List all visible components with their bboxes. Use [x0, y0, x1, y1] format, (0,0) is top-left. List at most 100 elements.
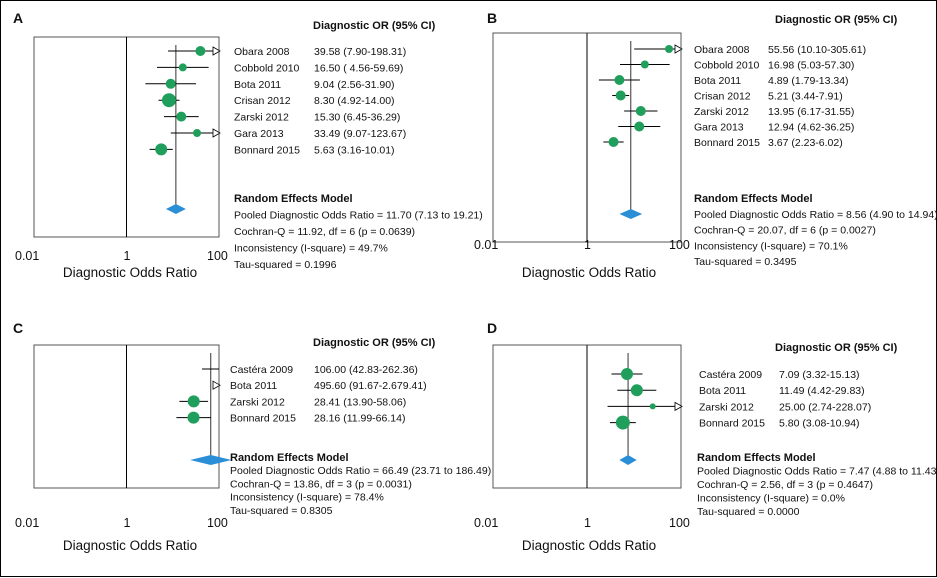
study-point: [615, 90, 626, 101]
study-name: Zarski 2012: [230, 396, 285, 408]
study-point: [176, 111, 187, 122]
study-name: Bota 2011: [234, 79, 281, 91]
study-or-ci: 16.98 (5.03-57.30): [768, 60, 854, 72]
study-name: Bonnard 2015: [694, 137, 760, 149]
x-tick-label: 0.01: [474, 516, 498, 530]
study-or-ci: 8.30 (4.92-14.00): [314, 95, 395, 107]
study-point: [620, 368, 633, 380]
x-tick-label: 1: [584, 516, 591, 530]
study-name: Bonnard 2015: [234, 144, 300, 156]
study-or-ci: 5.80 (3.08-10.94): [779, 418, 860, 430]
forest-panel-d: D Diagnostic OR (95% CI) Castéra 2009 7.09 …: [474, 320, 937, 553]
x-axis-label: Diagnostic Odds Ratio: [63, 538, 197, 553]
study-name: Bonnard 2015: [230, 413, 296, 425]
summary-tau: Tau-squared = 0.0000: [697, 506, 800, 518]
study-name: Obara 2008: [694, 44, 750, 56]
summary-cochran: Cochran-Q = 13.86, df = 3 (p = 0.0031): [230, 478, 412, 490]
study-or-ci: 16.50 ( 4.56-59.69): [314, 62, 403, 74]
study-or-ci: 28.41 (13.90-58.06): [314, 396, 406, 408]
summary-inconsistency: Inconsistency (I-square) = 78.4%: [230, 492, 384, 504]
study-or-ci: 5.21 (3.44-7.91): [768, 91, 843, 103]
panel-letter: B: [487, 10, 497, 26]
study-or-ci: 4.89 (1.79-13.34): [768, 75, 849, 87]
x-tick-label: 100: [207, 249, 228, 263]
x-tick-label: 0.01: [15, 249, 39, 263]
summary-tau: Tau-squared = 0.3495: [694, 256, 797, 268]
study-point: [649, 403, 656, 410]
study-name: Bota 2011: [694, 75, 741, 87]
study-or-ci: 7.09 (3.32-15.13): [779, 369, 860, 381]
summary-tau: Tau-squared = 0.1996: [234, 259, 337, 271]
study-name: Zarski 2012: [234, 112, 289, 124]
study-name: Zarski 2012: [699, 401, 754, 413]
study-point: [187, 411, 200, 424]
study-name: Bota 2011: [230, 380, 277, 392]
study-point: [634, 121, 645, 132]
study-point: [635, 106, 646, 116]
summary-inconsistency: Inconsistency (I-square) = 0.0%: [697, 493, 845, 505]
study-name: Bota 2011: [699, 385, 746, 397]
study-or-ci: 33.49 (9.07-123.67): [314, 128, 406, 140]
x-tick-label: 0.01: [474, 238, 498, 252]
study-point: [614, 75, 625, 85]
study-name: Cobbold 2010: [234, 62, 300, 74]
x-tick-label: 100: [669, 516, 690, 530]
summary-inconsistency: Inconsistency (I-square) = 49.7%: [234, 243, 388, 255]
study-or-ci: 15.30 (6.45-36.29): [314, 112, 400, 124]
study-or-ci: 495.60 (91.67-2.679.41): [314, 380, 427, 392]
x-tick-label: 0.01: [15, 516, 39, 530]
study-point: [155, 143, 168, 156]
x-axis-label: Diagnostic Odds Ratio: [522, 265, 656, 280]
panel-letter: A: [13, 10, 23, 26]
study-name: Castéra 2009: [699, 369, 762, 381]
study-or-ci: 106.00 (42.83-262.36): [314, 364, 418, 376]
pooled-diamond: [165, 204, 186, 214]
forest-panel-b: B Diagnostic OR (95% CI) Obara 2008 55.56 (…: [474, 10, 937, 280]
study-or-ci: 9.04 (2.56-31.90): [314, 79, 395, 91]
summary-title: Random Effects Model: [230, 452, 349, 464]
study-or-ci: 11.49 (4.42-29.83): [779, 385, 865, 397]
ci-arrow: [212, 380, 221, 390]
summary-pooled: Pooled Diagnostic Odds Ratio = 11.70 (7.…: [234, 210, 483, 222]
x-axis-label: Diagnostic Odds Ratio: [63, 265, 197, 280]
pooled-diamond: [619, 455, 637, 465]
panel-letter: D: [487, 320, 497, 336]
summary-title: Random Effects Model: [234, 193, 353, 205]
study-name: Gara 2013: [694, 122, 744, 134]
study-point: [615, 415, 630, 430]
summary-tau: Tau-squared = 0.8305: [230, 505, 333, 517]
pooled-diamond: [190, 455, 232, 465]
study-name: Crisan 2012: [694, 91, 751, 103]
study-or-ci: 25.00 (2.74-228.07): [779, 401, 871, 413]
summary-cochran: Cochran-Q = 11.92, df = 6 (p = 0.0639): [234, 226, 415, 238]
summary-title: Random Effects Model: [697, 452, 816, 464]
study-point: [165, 78, 176, 89]
summary-title: Random Effects Model: [694, 193, 813, 205]
x-tick-label: 1: [124, 516, 131, 530]
study-name: Crisan 2012: [234, 95, 291, 107]
x-axis-label: Diagnostic Odds Ratio: [522, 538, 656, 553]
summary-pooled: Pooled Diagnostic Odds Ratio = 8.56 (4.9…: [694, 209, 937, 221]
summary-cochran: Cochran-Q = 2.56, df = 3 (p = 0.4647): [697, 479, 873, 491]
column-header: Diagnostic OR (95% CI): [313, 20, 436, 32]
study-point: [178, 63, 187, 72]
forest-panel-c: C Diagnostic OR (95% CI) Castéra 2009 106.0…: [13, 320, 491, 553]
column-header: Diagnostic OR (95% CI): [313, 337, 436, 349]
study-point: [665, 45, 674, 53]
column-header: Diagnostic OR (95% CI): [775, 342, 898, 354]
study-name: Castéra 2009: [230, 364, 293, 376]
study-or-ci: 39.58 (7.90-198.31): [314, 46, 406, 58]
pooled-diamond: [619, 209, 643, 219]
summary-inconsistency: Inconsistency (I-square) = 70.1%: [694, 240, 848, 252]
study-point: [162, 93, 177, 108]
study-name: Bonnard 2015: [699, 418, 765, 430]
study-or-ci: 55.56 (10.10-305.61): [768, 44, 866, 56]
study-name: Cobbold 2010: [694, 60, 760, 72]
study-name: Gara 2013: [234, 128, 284, 140]
study-or-ci: 3.67 (2.23-6.02): [768, 137, 843, 149]
study-point: [608, 137, 619, 147]
ci-arrow: [674, 44, 683, 54]
ci-arrow: [212, 128, 221, 138]
column-header: Diagnostic OR (95% CI): [775, 14, 898, 26]
